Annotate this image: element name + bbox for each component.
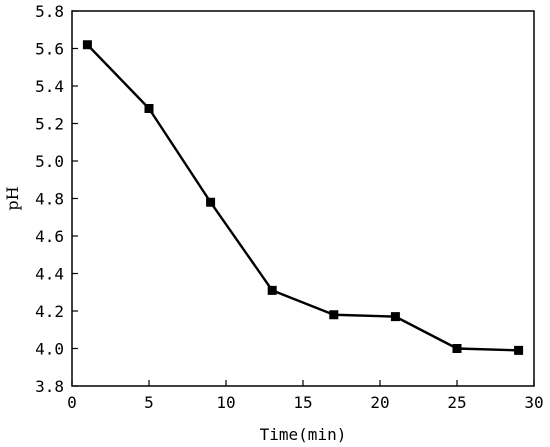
x-tick-label: 15: [293, 393, 312, 412]
x-tick-label: 20: [370, 393, 389, 412]
data-point: [82, 40, 92, 50]
data-point: [329, 310, 339, 320]
x-axis: 0 5 10 15 20 25 30: [67, 380, 544, 412]
x-tick-label: 10: [216, 393, 235, 412]
y-tick-label: 5.0: [35, 152, 64, 171]
y-tick-label: 4.8: [35, 190, 64, 209]
y-tick-label: 4.4: [35, 265, 64, 284]
data-point: [267, 285, 277, 295]
y-tick-label: 4.2: [35, 302, 64, 321]
data-point: [452, 344, 462, 353]
data-point: [206, 197, 216, 207]
y-tick-label: 5.8: [35, 2, 64, 21]
data-point: [390, 312, 400, 322]
y-tick-label: 5.4: [35, 77, 64, 96]
y-axis: 3.8 4.0 4.2 4.4 4.6 4.8 5.0 5.2 5.4 5.6 5.8: [35, 2, 78, 396]
y-tick-label: 4.0: [35, 340, 64, 359]
y-tick-label: 3.8: [35, 377, 64, 396]
series-line: [86, 43, 519, 352]
plot-frame: [71, 10, 535, 387]
x-tick-label: 25: [447, 393, 466, 412]
series-layer: [82, 40, 524, 355]
y-tick-label: 4.6: [35, 227, 64, 246]
y-tick-label: 5.6: [35, 40, 64, 59]
x-tick-label: 5: [144, 393, 154, 412]
x-tick-label: 0: [67, 393, 77, 412]
x-axis-title: Time(min): [260, 425, 347, 444]
y-tick-label: 5.2: [35, 115, 64, 134]
y-axis-title: pH: [3, 186, 22, 210]
x-tick-label: 30: [524, 393, 543, 412]
data-point: [514, 345, 524, 355]
data-point: [144, 104, 154, 113]
